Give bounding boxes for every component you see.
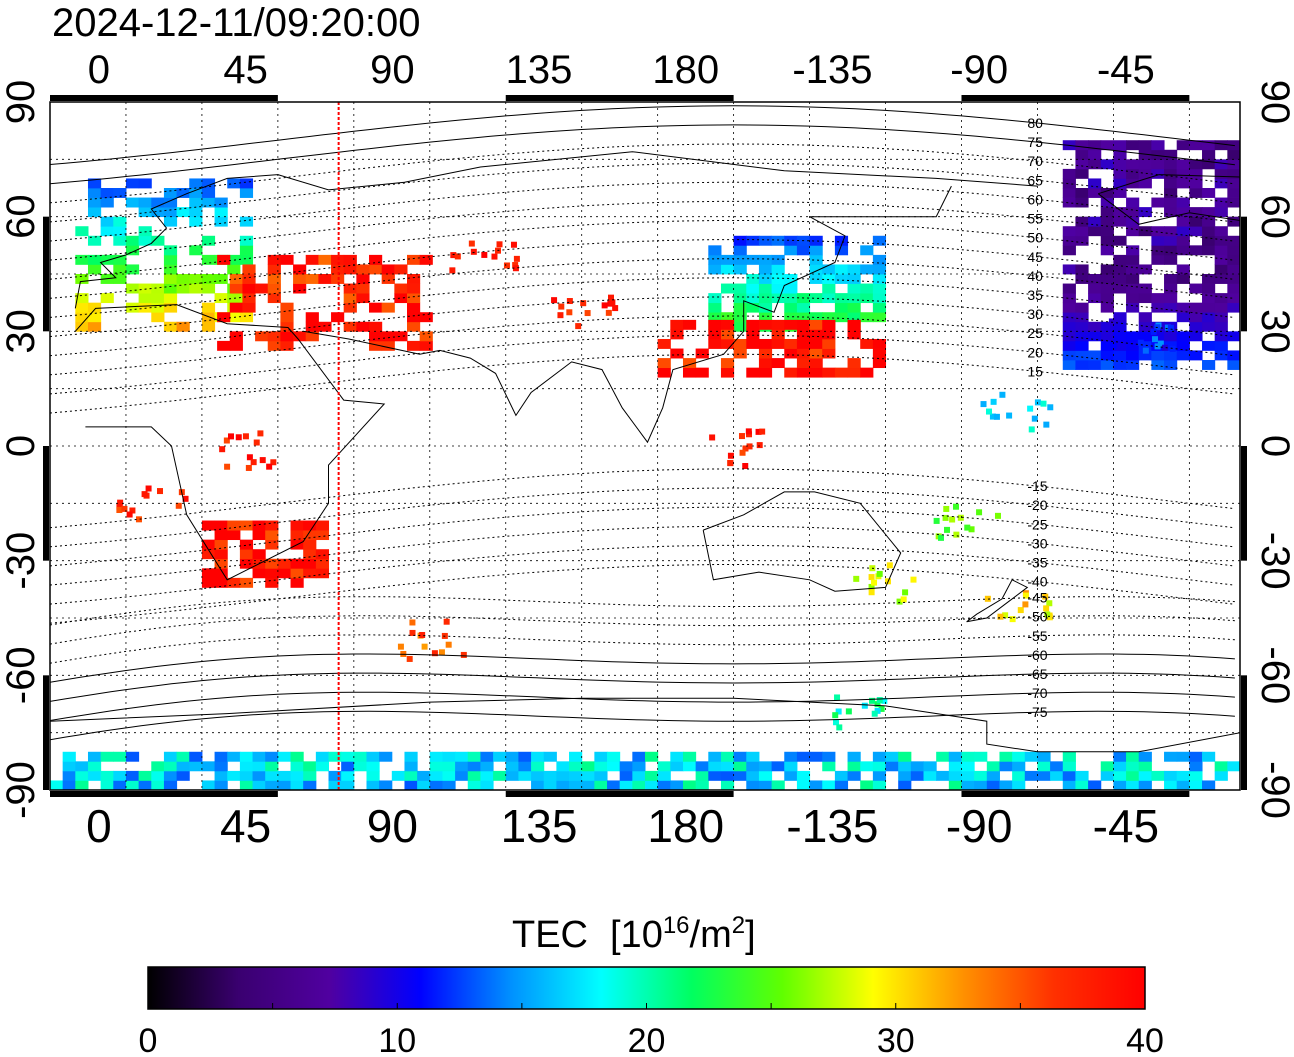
right-lat-label: 30: [1253, 309, 1294, 354]
bottom-lon-label: 45: [220, 800, 271, 852]
top-lon-label: -90: [950, 48, 1008, 92]
contour-label: 75: [1027, 134, 1043, 150]
contour-label: -45: [1027, 590, 1047, 606]
axis-labels: 0 45 90 135 180 -135 -90 -45 0 45 90 135 180 -135 -90 -…: [0, 48, 1294, 852]
contour-label: -75: [1027, 704, 1047, 720]
colorbar-tick-label: 30: [877, 1022, 915, 1057]
colorbar: [147, 966, 1146, 1010]
bottom-lon-label: -90: [946, 800, 1012, 852]
bottom-lon-label: -45: [1093, 800, 1159, 852]
contour-label: -30: [1027, 535, 1047, 551]
left-lat-label: -30: [0, 532, 43, 590]
contour-label: 25: [1027, 325, 1043, 341]
contour-label: 55: [1027, 211, 1043, 227]
coastline-layer: [50, 151, 1240, 753]
colorbar-tick-label: 10: [378, 1022, 416, 1057]
bottom-lon-label: -135: [786, 800, 878, 852]
contour-label: -15: [1027, 478, 1047, 494]
contour-label: -70: [1027, 685, 1047, 701]
colorbar-tick-label: 20: [628, 1022, 666, 1057]
contour-label: -20: [1027, 497, 1047, 513]
tec-region-south-china: [657, 319, 887, 378]
top-lon-label: -135: [792, 48, 872, 92]
contour-label: -65: [1027, 666, 1047, 682]
contour-label: 35: [1027, 287, 1043, 303]
bottom-lon-label: 0: [86, 800, 112, 852]
left-lat-label: 90: [0, 80, 43, 125]
contour-label: -40: [1027, 574, 1047, 590]
bottom-lon-label: 180: [647, 800, 724, 852]
contour-label: 60: [1027, 191, 1043, 207]
left-lat-label: 30: [0, 309, 43, 354]
axis-bars: [43, 95, 1247, 797]
right-lat-label: -30: [1253, 532, 1294, 590]
contour-label: 40: [1027, 268, 1043, 284]
contour-label: 70: [1027, 153, 1043, 169]
colorbar-tick-label: 40: [1126, 1022, 1164, 1057]
right-lat-label: 0: [1253, 435, 1294, 457]
tec-region-europe: [75, 178, 254, 332]
contour-label: -55: [1027, 628, 1047, 644]
contour-label: -50: [1027, 609, 1047, 625]
top-lon-label: -45: [1097, 48, 1155, 92]
contour-label: -60: [1027, 647, 1047, 663]
top-lon-label: 0: [88, 48, 110, 92]
top-lon-label: 180: [652, 48, 719, 92]
map-title: 2024-12-11/09:20:00: [52, 1, 420, 45]
colorbar-tick-label: 0: [139, 1022, 158, 1057]
right-lat-label: -90: [1253, 761, 1294, 819]
right-lat-label: 60: [1253, 194, 1294, 239]
contour-label: 20: [1027, 344, 1043, 360]
contour-label: 15: [1027, 363, 1043, 379]
top-lon-label: 90: [370, 48, 415, 92]
colorbar-title: TEC [1016/m2]: [512, 912, 756, 956]
tec-data-layer: [50, 140, 1240, 790]
plot-frame: [49, 101, 1241, 791]
tec-region-middle-east: [217, 254, 433, 351]
grid-layer: [50, 102, 1240, 790]
contour-label: 50: [1027, 230, 1043, 246]
contour-label: 65: [1027, 172, 1043, 188]
left-lat-label: -60: [0, 646, 43, 704]
tec-region-north-america: [1062, 140, 1240, 370]
right-lat-label: 90: [1253, 80, 1294, 125]
contour-label: 45: [1027, 249, 1043, 265]
top-lon-label: 135: [506, 48, 573, 92]
left-lat-label: -90: [0, 761, 43, 819]
left-lat-label: 0: [0, 435, 43, 457]
right-lat-label: -60: [1253, 646, 1294, 704]
bottom-lon-label: 135: [501, 800, 578, 852]
tec-scatter-points: [116, 240, 1176, 731]
left-lat-label: 60: [0, 194, 43, 239]
contour-label: 30: [1027, 306, 1043, 322]
colorbar-ticks: 0 10 20 30 40: [139, 1003, 1164, 1057]
top-lon-label: 45: [223, 48, 268, 92]
contour-layer: 80 75 70 65 60 55 50 45 40 35 30 25 20 15 -15 -20 -25 -30…: [50, 105, 1235, 741]
contour-label: -35: [1027, 555, 1047, 571]
bottom-lon-label: 90: [367, 800, 418, 852]
contour-label: -25: [1027, 516, 1047, 532]
tec-region-antarctica: [50, 751, 1240, 790]
contour-label: 80: [1027, 115, 1043, 131]
